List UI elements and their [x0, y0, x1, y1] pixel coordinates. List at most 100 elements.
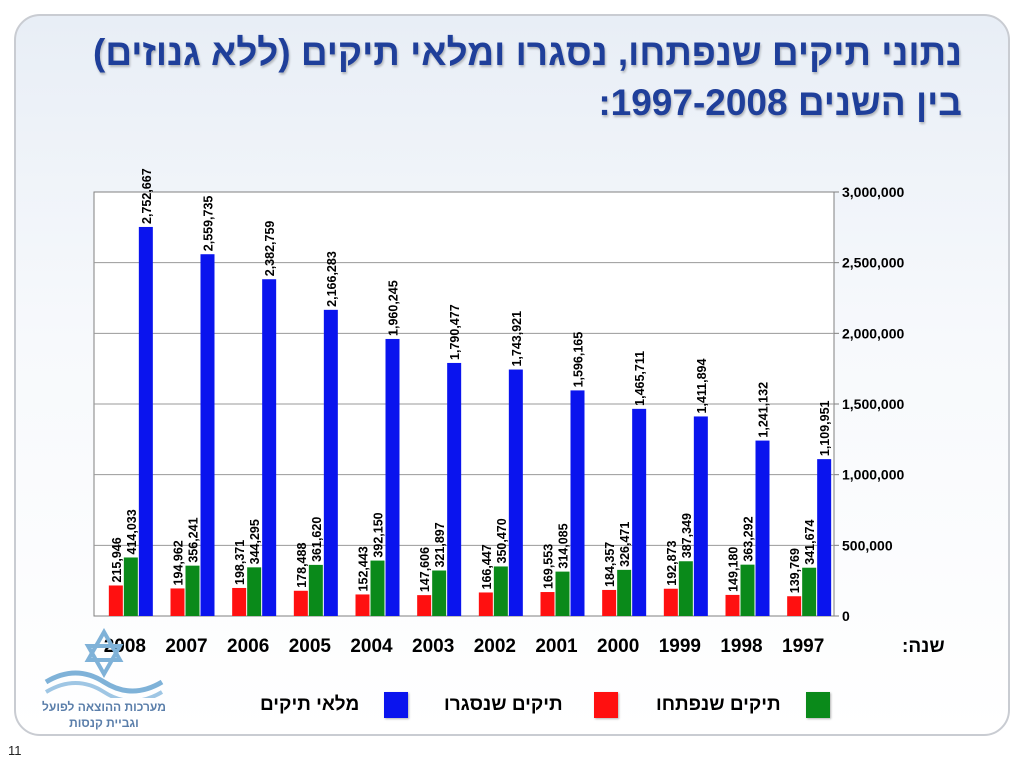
bar — [123, 557, 138, 616]
data-label: 152,443 — [357, 546, 371, 591]
bar — [232, 587, 247, 616]
data-label: 363,292 — [742, 516, 756, 561]
data-label: 314,085 — [557, 523, 571, 568]
data-label: 2,752,667 — [140, 168, 154, 224]
x-tick-label: 2000 — [597, 636, 639, 657]
data-label: 169,553 — [542, 544, 556, 589]
bar — [755, 440, 770, 616]
data-label: 392,150 — [372, 512, 386, 557]
data-label: 350,470 — [495, 518, 509, 563]
legend-label-closed: תיקים שנסגרו — [444, 694, 563, 715]
bar — [355, 594, 370, 616]
bar — [138, 226, 153, 616]
data-label: 2,382,759 — [263, 221, 277, 277]
bar — [508, 369, 523, 616]
data-label: 2,559,735 — [202, 196, 216, 252]
bar — [478, 592, 493, 616]
bar — [200, 254, 215, 616]
data-label: 361,620 — [310, 517, 324, 562]
bar — [632, 408, 647, 616]
legend-swatch-opened — [806, 692, 830, 718]
data-label: 414,033 — [125, 509, 139, 554]
x-tick-label: 2006 — [227, 636, 269, 657]
data-label: 2,166,283 — [325, 251, 339, 307]
data-label: 1,743,921 — [510, 311, 524, 367]
x-tick-label: 1999 — [659, 636, 701, 657]
data-label: 166,447 — [480, 544, 494, 589]
y-tick-label: 2,000,000 — [842, 325, 904, 341]
data-label: 1,411,894 — [695, 358, 709, 413]
bar — [725, 594, 740, 616]
legend-item-opened: תיקים שנפתחו — [654, 690, 834, 722]
data-label: 321,897 — [433, 522, 447, 567]
data-label: 147,606 — [418, 547, 432, 592]
bar — [663, 588, 678, 616]
y-tick-label: 1,500,000 — [842, 396, 904, 412]
data-label: 194,962 — [172, 540, 186, 585]
data-label: 326,471 — [618, 522, 632, 567]
bar — [247, 567, 262, 616]
bar — [370, 560, 385, 616]
bar — [817, 459, 832, 616]
bar — [417, 595, 432, 616]
x-tick-label: 2001 — [535, 636, 578, 657]
bar — [385, 338, 400, 616]
logo-text-line-1: מערכות ההוצאה לפועל — [42, 700, 166, 714]
page-number: 11 — [8, 743, 22, 758]
data-label: 1,790,477 — [448, 304, 462, 360]
bar — [602, 589, 617, 616]
title-line-1: נתוני תיקים שנפתחו, נסגרו ומלאי תיקים (ל… — [93, 32, 962, 73]
legend-swatch-closed — [594, 692, 618, 718]
y-tick-label: 500,000 — [842, 537, 893, 553]
bar — [293, 590, 308, 616]
x-tick-label: 2005 — [289, 636, 332, 657]
bar — [432, 570, 447, 616]
data-label: 215,946 — [110, 537, 124, 582]
legend: מלאי תיקים תיקים שנסגרו תיקים שנפתחו — [258, 690, 838, 722]
bar — [570, 390, 585, 616]
bar — [617, 569, 632, 616]
x-tick-label: 2007 — [165, 636, 207, 657]
x-tick-label: 1998 — [720, 636, 762, 657]
bar — [262, 279, 277, 616]
chart-title: נתוני תיקים שנפתחו, נסגרו ומלאי תיקים (ל… — [62, 28, 962, 128]
bar — [185, 565, 200, 616]
bar — [170, 588, 185, 616]
data-label: 341,674 — [803, 519, 817, 564]
x-tick-label: 2004 — [350, 636, 393, 657]
data-label: 1,109,951 — [818, 400, 832, 456]
data-label: 1,465,711 — [633, 351, 647, 406]
bar — [108, 585, 123, 616]
organization-logo: מערכות ההוצאה לפועל וגביית קנסות — [24, 627, 184, 730]
y-tick-label: 1,000,000 — [842, 467, 904, 483]
data-label: 1,596,165 — [572, 332, 586, 388]
bar — [693, 416, 708, 616]
bar — [447, 362, 462, 616]
x-tick-label: 1997 — [782, 636, 824, 657]
data-label: 198,371 — [233, 540, 247, 585]
legend-label-stock: מלאי תיקים — [260, 694, 360, 715]
data-label: 139,769 — [788, 548, 802, 593]
bar — [787, 596, 802, 616]
data-label: 1,960,245 — [387, 280, 401, 336]
bar — [493, 566, 508, 616]
y-tick-label: 2,500,000 — [842, 255, 904, 271]
data-label: 192,873 — [665, 541, 679, 586]
data-label: 1,241,132 — [757, 382, 771, 438]
legend-label-opened: תיקים שנפתחו — [656, 694, 781, 715]
title-line-2: בין השנים 1997-2008: — [598, 82, 962, 123]
bar — [678, 561, 693, 616]
x-tick-label: 2002 — [474, 636, 516, 657]
data-label: 344,295 — [248, 519, 262, 564]
x-tick-label: 2003 — [412, 636, 454, 657]
logo-emblem-icon — [44, 627, 164, 703]
bar — [540, 592, 555, 616]
legend-item-stock: מלאי תיקים — [258, 690, 408, 722]
logo-text-line-2: וגביית קנסות — [69, 716, 139, 730]
x-axis-label: שנה: — [902, 636, 945, 657]
bar — [740, 564, 755, 616]
bar — [555, 571, 570, 616]
data-label: 387,349 — [680, 513, 694, 558]
bar — [323, 309, 338, 616]
